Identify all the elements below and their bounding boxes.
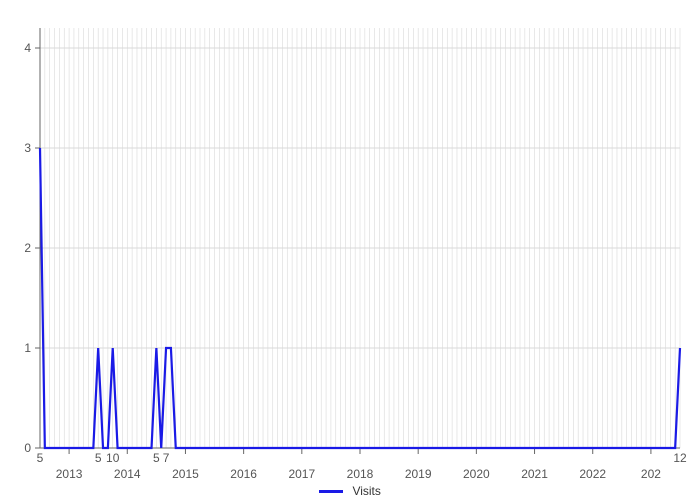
svg-text:2017: 2017 [288, 467, 315, 481]
svg-text:2015: 2015 [172, 467, 199, 481]
svg-text:10: 10 [106, 451, 120, 465]
svg-text:5: 5 [153, 451, 160, 465]
svg-text:1: 1 [24, 341, 31, 355]
legend: Visits [0, 484, 700, 498]
line-chart: 0123420132014201520162017201820192020202… [0, 0, 700, 500]
svg-text:2019: 2019 [405, 467, 432, 481]
legend-swatch [319, 490, 343, 493]
svg-text:7: 7 [163, 451, 170, 465]
svg-text:4: 4 [24, 41, 31, 55]
svg-text:2016: 2016 [230, 467, 257, 481]
svg-text:2022: 2022 [579, 467, 606, 481]
legend-label: Visits [352, 484, 380, 498]
svg-text:12: 12 [673, 451, 687, 465]
svg-text:3: 3 [24, 141, 31, 155]
svg-text:2: 2 [24, 241, 31, 255]
svg-text:5: 5 [37, 451, 44, 465]
svg-text:2021: 2021 [521, 467, 548, 481]
svg-text:5: 5 [95, 451, 102, 465]
svg-text:2014: 2014 [114, 467, 141, 481]
svg-text:2013: 2013 [56, 467, 83, 481]
svg-text:0: 0 [24, 441, 31, 455]
svg-text:2020: 2020 [463, 467, 490, 481]
svg-text:202: 202 [641, 467, 661, 481]
svg-text:2018: 2018 [347, 467, 374, 481]
